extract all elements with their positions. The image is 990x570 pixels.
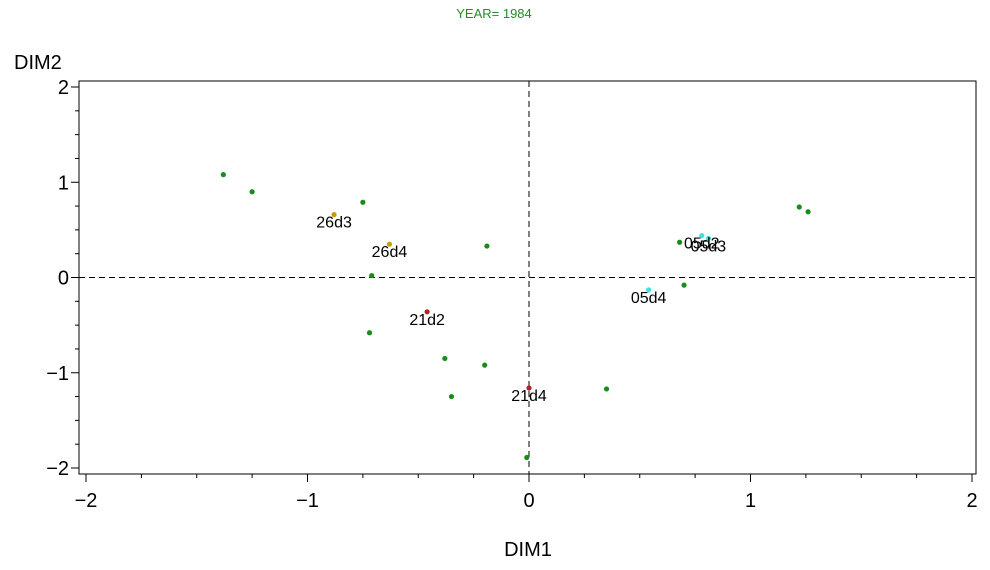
- data-point: [424, 309, 430, 315]
- data-point: [448, 393, 455, 400]
- point-label: 05d3: [691, 238, 727, 255]
- data-point: [482, 362, 488, 368]
- data-point: [524, 454, 530, 461]
- data-point: [360, 199, 366, 205]
- y-tick-label: 1: [58, 172, 69, 194]
- axis-ticks: −2 −1 0 1 2 −2 −1 0 1 2: [46, 77, 977, 512]
- x-tick-label: −2: [75, 490, 98, 512]
- point-label: 21d4: [511, 388, 547, 405]
- data-point: [805, 209, 811, 215]
- point-label: 21d2: [409, 312, 445, 329]
- data-point: [681, 282, 687, 288]
- x-axis-label: DIM1: [504, 539, 552, 561]
- data-point: [442, 355, 448, 362]
- data-point: [646, 287, 652, 293]
- data-point: [484, 243, 490, 249]
- reference-lines: [79, 81, 976, 474]
- x-tick-label: 0: [523, 490, 534, 512]
- x-tick-label: 1: [745, 490, 756, 512]
- y-tick-label: 0: [58, 268, 69, 290]
- y-tick-label: 2: [58, 77, 69, 99]
- data-point: [699, 232, 705, 239]
- data-point: [796, 204, 802, 210]
- data-point: [249, 189, 255, 195]
- x-tick-label: 2: [966, 490, 977, 512]
- y-tick-label: −1: [46, 363, 69, 385]
- data-point: [677, 239, 683, 245]
- data-point: [526, 385, 532, 391]
- point-label: 05d4: [631, 290, 667, 307]
- point-label: 05d2: [684, 236, 720, 253]
- y-axis-label: DIM2: [14, 52, 62, 74]
- y-tick-label: −2: [46, 458, 69, 480]
- data-point: [331, 212, 337, 218]
- data-point: [386, 241, 393, 247]
- data-point: [369, 272, 375, 279]
- data-point: [366, 330, 373, 336]
- point-label: 26d4: [372, 244, 408, 261]
- x-tick-label: −1: [296, 490, 319, 512]
- data-point: [220, 172, 226, 178]
- data-point: [603, 386, 610, 392]
- data-point: [705, 235, 712, 242]
- data-points: [220, 172, 811, 461]
- point-label: 26d3: [316, 215, 352, 232]
- chart-title: YEAR= 1984: [456, 6, 532, 21]
